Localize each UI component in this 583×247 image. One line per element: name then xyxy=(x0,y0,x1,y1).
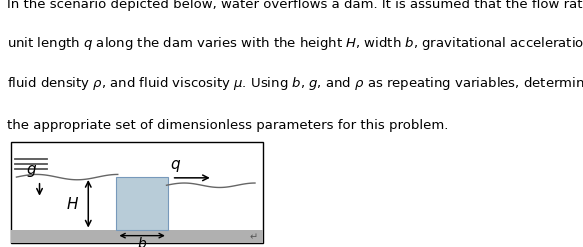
Text: fluid density $\rho$, and fluid viscosity $\mu$. Using $b$, $g$, and $\rho$ as r: fluid density $\rho$, and fluid viscosit… xyxy=(7,75,583,92)
Text: $b$: $b$ xyxy=(137,236,147,247)
Text: $g$: $g$ xyxy=(26,163,37,179)
Bar xyxy=(11,230,263,243)
Text: ↵: ↵ xyxy=(250,233,258,243)
Text: $H$: $H$ xyxy=(66,196,79,212)
Bar xyxy=(117,177,168,230)
Text: the appropriate set of dimensionless parameters for this problem.: the appropriate set of dimensionless par… xyxy=(7,119,448,132)
Text: In the scenario depicted below, water overflows a dam. It is assumed that the fl: In the scenario depicted below, water ov… xyxy=(7,0,583,11)
Text: $q$: $q$ xyxy=(170,158,181,174)
Text: unit length $q$ along the dam varies with the height $H$, width $b$, gravitation: unit length $q$ along the dam varies wit… xyxy=(7,35,583,52)
